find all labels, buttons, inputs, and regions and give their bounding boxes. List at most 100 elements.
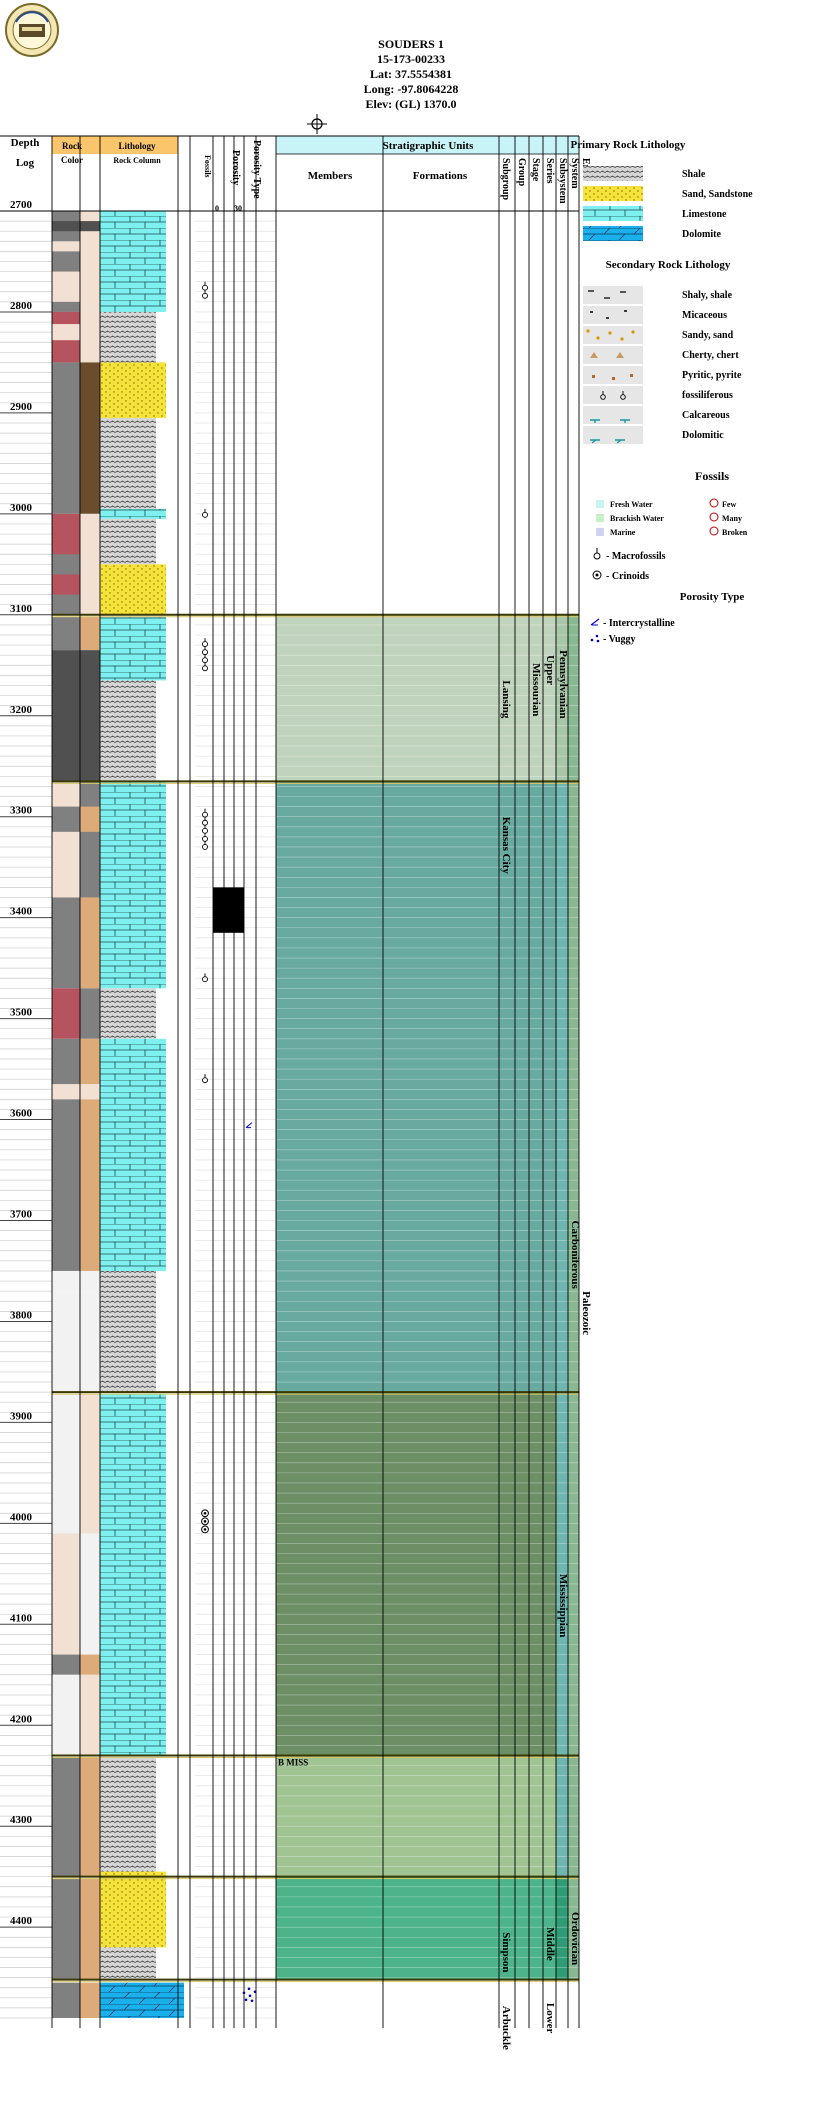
formation-boundaries	[52, 613, 579, 1983]
legend-secondary-1: Micaceous	[682, 310, 727, 321]
depth-label-4100: 4100	[10, 1612, 33, 1624]
rank-band-subsystem-3	[556, 614, 568, 782]
rock-col-sub-label: Rock Column	[113, 156, 161, 165]
legend-fresh-water: Fresh Water	[610, 500, 653, 509]
strat-label-10: Simpson	[500, 1932, 512, 1972]
color-column-label: Color	[61, 155, 83, 165]
rock-color-right-6	[80, 362, 100, 514]
depth-label-4200: 4200	[10, 1713, 33, 1725]
rock-color-left-24	[52, 1674, 80, 1756]
rock-color-right-18	[80, 1099, 100, 1271]
legend-many-icon	[709, 512, 719, 522]
lithology-dolomite-18	[100, 1982, 184, 2019]
shaly-symbol	[588, 290, 626, 299]
vuggy-dot-1-1	[247, 1987, 251, 1991]
macrofossil-icon-5	[202, 657, 208, 664]
rock-color-left-25	[52, 1757, 80, 1877]
rock-color-track	[52, 211, 100, 2019]
lithology-track	[100, 211, 184, 2019]
depth-label-3600: 3600	[10, 1108, 33, 1120]
depth-label-3300: 3300	[10, 805, 33, 817]
macrofossil-icon-6	[202, 665, 208, 672]
depth-column-label: Depth	[11, 137, 40, 149]
strat-label-2: Upper	[544, 655, 556, 685]
depth-label-2700: 2700	[10, 199, 33, 211]
macrofossil-icon-0	[202, 284, 208, 291]
macrofossil-icon-3	[202, 641, 208, 648]
depth-label-2900: 2900	[10, 401, 33, 413]
rock-color-left-21	[52, 1394, 80, 1534]
porosity-type-label: Porosity Type	[251, 140, 262, 199]
legend-secondary-swatch-2	[583, 326, 643, 344]
lithology-limestone-7	[100, 616, 166, 681]
sandy-dot-4	[631, 330, 635, 334]
pyritic-dot-2	[630, 374, 633, 377]
rock-color-left-2	[52, 241, 80, 252]
lithology-shale-12	[100, 1270, 156, 1393]
well-longitude: Long: -97.8064228	[363, 82, 459, 96]
rock-color-left-19	[52, 1270, 80, 1292]
rank-column-labels: SubgroupGroupStageSeriesSubsystemSystemE…	[500, 158, 591, 204]
depth-label-2800: 2800	[10, 300, 33, 312]
well-latitude: Lat: 37.5554381	[370, 67, 452, 81]
macrofossil-icon-4	[202, 649, 208, 656]
lithology-shale-17	[100, 1947, 156, 1980]
legend-primary-sand: Sand, Sandstone	[682, 189, 753, 200]
depth-label-4000: 4000	[10, 1511, 33, 1523]
vuggy-dot-1-2	[248, 1994, 252, 1998]
calcareous-symbol-0	[590, 419, 600, 423]
macrofossil-icon-9	[202, 827, 208, 834]
rock-color-left-18	[52, 1099, 80, 1271]
strat-label-5: Carboniferous	[569, 1221, 581, 1290]
strat-band-1	[276, 781, 579, 1393]
strat-label-0: Lansing	[500, 680, 512, 718]
strat-label-7: Mississippian	[557, 1574, 569, 1638]
log-column-label: Log	[16, 157, 35, 169]
crinoid-icon-15	[201, 1517, 209, 1526]
rock-color-left-27	[52, 1982, 80, 2019]
sandy-dot-1	[596, 336, 600, 340]
rock-color-left-15	[52, 988, 80, 1039]
legend-secondary-swatch-6	[583, 406, 643, 424]
legend-porosity-title: Porosity Type	[680, 591, 745, 603]
strat-label-8: Ordovician	[569, 1912, 581, 1965]
legend-secondary-7: Dolomitic	[682, 430, 724, 441]
legend-secondary-title: Secondary Rock Lithology	[606, 259, 731, 271]
legend-few: Few	[722, 500, 736, 509]
member-label-b-miss: B MISS	[278, 1758, 308, 1768]
lithology-sand-15	[100, 1871, 166, 1879]
strat-unit-labels: Lansing Missourian Upper Pennsylvanian Kansa…	[278, 650, 592, 2050]
lithology-shale-14	[100, 1757, 156, 1872]
rock-color-right-12	[80, 781, 100, 898]
rock-color-right-13	[80, 806, 100, 832]
legend-secondary-2: Sandy, sand	[682, 330, 734, 341]
lithology-shale-8	[100, 680, 156, 782]
depth-label-3200: 3200	[10, 704, 33, 716]
fossiliferous-icon-1	[620, 394, 626, 400]
porosity-scale-min: 0	[215, 204, 219, 213]
rock-color-right-17	[80, 1084, 100, 1100]
strat-label-9: Middle	[544, 1927, 556, 1961]
legend-secondary-5: fossiliferous	[682, 390, 733, 401]
depth-label-3700: 3700	[10, 1209, 33, 1221]
legend-broken: Broken	[722, 528, 748, 537]
sandy-dot-3	[620, 337, 624, 341]
dolomitic-symbol-1	[615, 439, 625, 444]
rank-band-subsystem-4	[556, 781, 568, 1877]
lithology-sand-16	[100, 1878, 166, 1948]
lithology-sand-6	[100, 564, 166, 615]
rock-color-right-21	[80, 1394, 100, 1534]
rock-color-right-10	[80, 616, 100, 651]
strat-units-label: Stratigraphic Units	[383, 140, 474, 152]
kgs-seal-logo	[5, 3, 59, 57]
rock-color-right-23	[80, 1654, 100, 1675]
rock-color-right-22	[80, 1533, 100, 1655]
legend-primary-dolomite: Dolomite	[682, 229, 721, 240]
crinoid-dot-14	[203, 1511, 207, 1515]
lithology-shale-1	[100, 311, 156, 363]
legend-secondary-swatch-4	[583, 366, 643, 384]
strat-band-0	[276, 614, 579, 782]
legend-vuggy: - Vuggy	[603, 634, 636, 645]
legend-secondary-swatch-1	[583, 306, 643, 324]
rock-header-band	[52, 136, 178, 154]
